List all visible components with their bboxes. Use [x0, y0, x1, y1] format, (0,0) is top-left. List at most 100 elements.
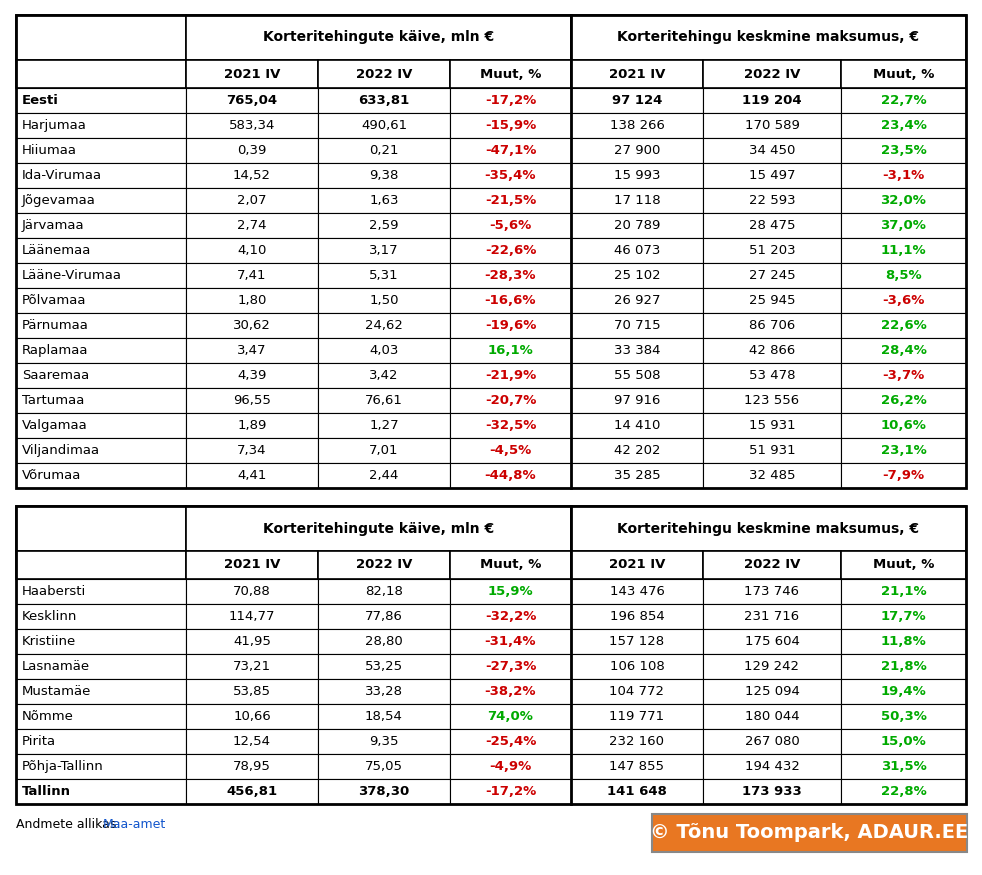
Bar: [841, 363, 966, 388]
Bar: [703, 238, 841, 263]
Text: 2022 IV: 2022 IV: [743, 558, 800, 571]
Bar: [186, 463, 318, 488]
Bar: [841, 213, 966, 238]
Bar: [841, 238, 966, 263]
Bar: [841, 604, 966, 629]
Text: 138 266: 138 266: [610, 119, 665, 132]
Text: Eesti: Eesti: [22, 94, 59, 107]
Text: 7,01: 7,01: [369, 444, 399, 457]
Bar: [16, 754, 186, 779]
Text: 490,61: 490,61: [361, 119, 408, 132]
Text: 17 118: 17 118: [614, 194, 660, 207]
Text: 34 450: 34 450: [749, 144, 795, 157]
Bar: [16, 60, 186, 88]
Text: -7,9%: -7,9%: [883, 469, 925, 482]
Text: 2022 IV: 2022 IV: [743, 67, 800, 80]
Text: 23,5%: 23,5%: [881, 144, 926, 157]
Bar: [703, 188, 841, 213]
Bar: [841, 463, 966, 488]
Text: 20 789: 20 789: [614, 219, 660, 232]
Bar: [571, 60, 703, 88]
Bar: [318, 704, 450, 729]
Bar: [703, 654, 841, 679]
Bar: [318, 438, 450, 463]
Bar: [703, 288, 841, 313]
Bar: [450, 754, 571, 779]
Bar: [186, 704, 318, 729]
Text: 2021 IV: 2021 IV: [609, 67, 665, 80]
Bar: [571, 629, 703, 654]
Text: 2021 IV: 2021 IV: [224, 67, 280, 80]
Bar: [571, 338, 703, 363]
Text: 32 485: 32 485: [748, 469, 795, 482]
Bar: [571, 288, 703, 313]
Bar: [703, 438, 841, 463]
Bar: [318, 338, 450, 363]
Text: 74,0%: 74,0%: [487, 710, 533, 723]
Text: -32,2%: -32,2%: [485, 610, 536, 623]
Text: -17,2%: -17,2%: [485, 785, 536, 798]
Text: 16,1%: 16,1%: [488, 344, 533, 357]
Text: 2022 IV: 2022 IV: [355, 558, 412, 571]
Text: -28,3%: -28,3%: [485, 269, 536, 282]
Bar: [16, 506, 966, 804]
Bar: [450, 463, 571, 488]
Text: Muut, %: Muut, %: [480, 67, 541, 80]
Bar: [318, 113, 450, 138]
Text: 8,5%: 8,5%: [885, 269, 922, 282]
Bar: [450, 163, 571, 188]
Text: 14,52: 14,52: [233, 169, 271, 182]
Text: 104 772: 104 772: [610, 685, 665, 698]
Text: Raplamaa: Raplamaa: [22, 344, 88, 357]
Bar: [450, 551, 571, 579]
Text: Andmete allikas:: Andmete allikas:: [16, 818, 125, 831]
Text: 4,10: 4,10: [238, 244, 267, 257]
Bar: [841, 313, 966, 338]
Bar: [16, 163, 186, 188]
Text: 46 073: 46 073: [614, 244, 660, 257]
Bar: [571, 604, 703, 629]
Bar: [571, 313, 703, 338]
Text: -19,6%: -19,6%: [485, 319, 536, 332]
Text: -44,8%: -44,8%: [485, 469, 536, 482]
Bar: [703, 60, 841, 88]
Bar: [318, 463, 450, 488]
Text: 1,89: 1,89: [238, 419, 267, 432]
Bar: [571, 213, 703, 238]
Bar: [318, 388, 450, 413]
Bar: [450, 604, 571, 629]
Bar: [16, 88, 186, 113]
Text: 97 916: 97 916: [614, 394, 660, 407]
Bar: [318, 213, 450, 238]
Bar: [703, 163, 841, 188]
Text: 633,81: 633,81: [358, 94, 409, 107]
Text: 37,0%: 37,0%: [881, 219, 926, 232]
Text: 22,7%: 22,7%: [881, 94, 926, 107]
Text: 21,8%: 21,8%: [881, 660, 926, 673]
Bar: [571, 551, 703, 579]
Bar: [571, 188, 703, 213]
Text: 42 866: 42 866: [749, 344, 795, 357]
Text: 119 771: 119 771: [610, 710, 665, 723]
Text: 42 202: 42 202: [614, 444, 660, 457]
Bar: [186, 579, 318, 604]
Text: 53,85: 53,85: [233, 685, 271, 698]
Bar: [186, 138, 318, 163]
Text: Kristiine: Kristiine: [22, 635, 77, 648]
Text: Pärnumaa: Pärnumaa: [22, 319, 89, 332]
Bar: [16, 438, 186, 463]
Text: 3,42: 3,42: [369, 369, 399, 382]
Bar: [16, 729, 186, 754]
Text: 119 204: 119 204: [742, 94, 802, 107]
Text: 123 556: 123 556: [744, 394, 799, 407]
Bar: [186, 679, 318, 704]
Bar: [318, 779, 450, 804]
Bar: [841, 679, 966, 704]
Bar: [841, 729, 966, 754]
Bar: [703, 579, 841, 604]
Bar: [16, 15, 186, 60]
Text: 25 945: 25 945: [748, 294, 795, 307]
Bar: [450, 188, 571, 213]
Text: Nõmme: Nõmme: [22, 710, 74, 723]
Bar: [318, 579, 450, 604]
